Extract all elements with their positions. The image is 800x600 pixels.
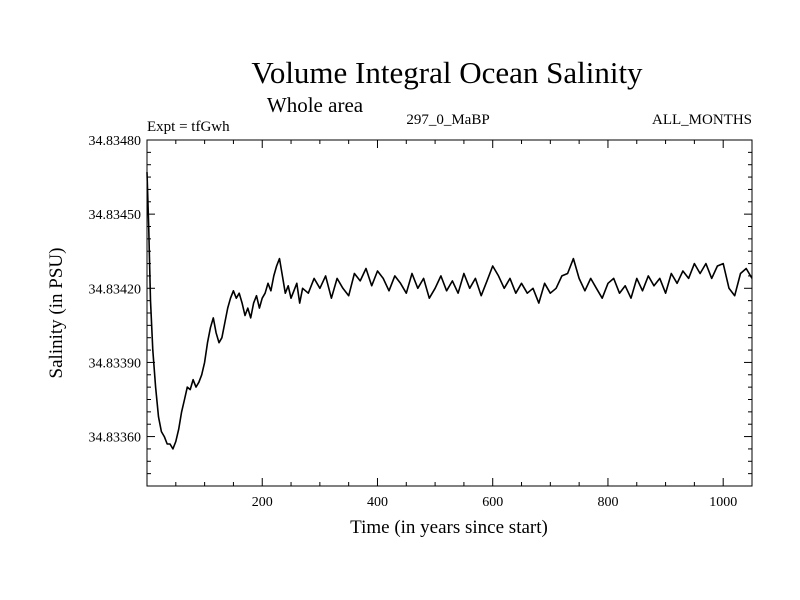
- x-tick-label: 400: [367, 495, 388, 510]
- y-axis-label: Salinity (in PSU): [46, 248, 67, 379]
- y-tick-label: 34.83480: [89, 134, 142, 149]
- salinity-series-line: [146, 172, 753, 450]
- x-axis-label: Time (in years since start): [350, 517, 548, 538]
- header-right-label: ALL_MONTHS: [652, 112, 752, 128]
- header-center-label: 297_0_MaBP: [406, 112, 489, 128]
- y-tick-label: 34.83450: [89, 208, 142, 223]
- chart-title: Volume Integral Ocean Salinity: [251, 55, 643, 90]
- header-left-label: Expt = tfGwh: [147, 119, 230, 135]
- x-axis: 200 400 600 800 1000: [175, 140, 737, 510]
- x-tick-label: 600: [482, 495, 503, 510]
- y-tick-label: 34.83390: [89, 356, 142, 371]
- plot-frame: [146, 139, 753, 487]
- x-tick-label: 1000: [709, 495, 737, 510]
- x-tick-label: 200: [252, 495, 273, 510]
- x-tick-label: 800: [597, 495, 618, 510]
- y-tick-label: 34.83360: [89, 431, 142, 446]
- y-tick-label: 34.83420: [89, 282, 142, 297]
- chart-subtitle: Whole area: [267, 93, 364, 117]
- y-axis: 34.83360 34.83390 34.83420 34.83450 34.83480: [89, 134, 752, 475]
